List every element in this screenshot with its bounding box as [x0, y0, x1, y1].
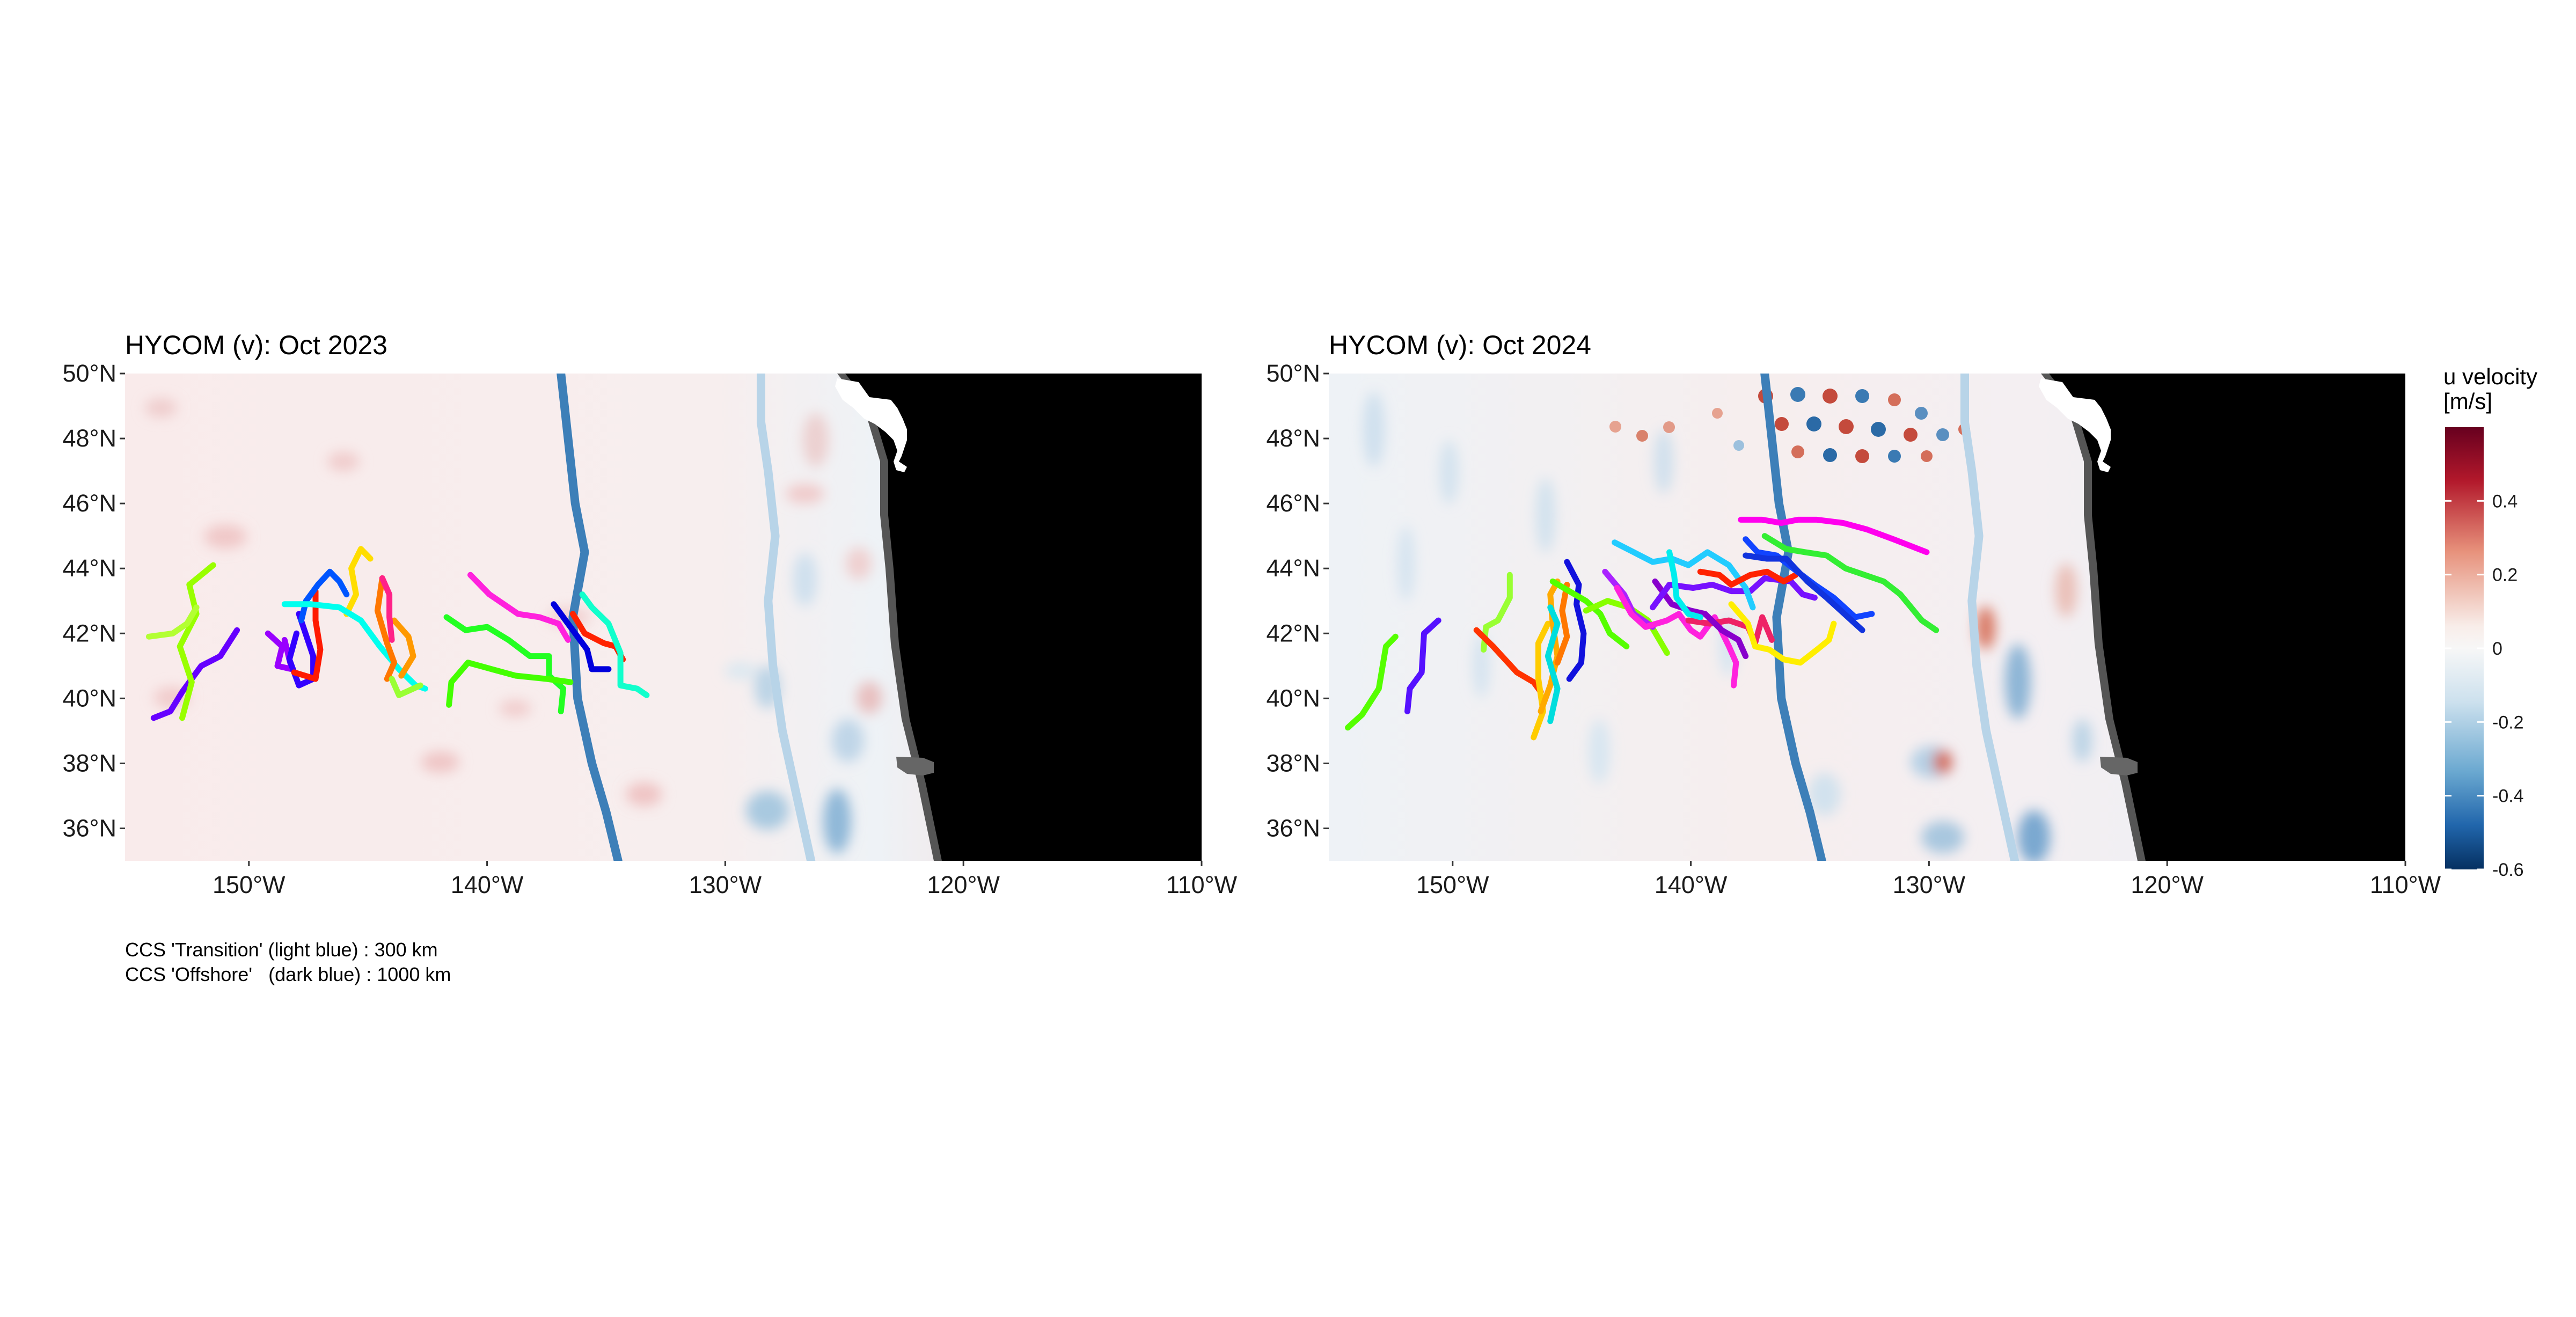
drifter-tracks	[1345, 516, 1940, 741]
x-tick-label: 140°W	[1655, 871, 1728, 898]
drifter-track	[1743, 552, 1865, 633]
map-panel-2023: HYCOM (v): Oct 2023	[62, 330, 1237, 898]
drifter-track	[1614, 585, 1739, 689]
velocity-anomalies	[1363, 392, 2092, 861]
y-tick-label: 42°N	[1266, 619, 1320, 647]
drifter-track	[145, 604, 200, 640]
caption: CCS 'Transition' (light blue) : 300 km C…	[125, 939, 451, 985]
drifter-track	[291, 588, 324, 682]
eddy-cluster	[1609, 387, 1970, 463]
land-islands	[835, 378, 934, 775]
x-tick-label: 120°W	[927, 871, 1000, 898]
colorbar-tick-label: 0.4	[2492, 491, 2518, 511]
y-tick-label: 36°N	[62, 814, 116, 842]
map-panel-2024: HYCOM (v): Oct 2024	[1266, 330, 2441, 898]
drifter-tracks	[145, 546, 650, 721]
y-tick-label: 46°N	[62, 489, 116, 517]
drifter-track	[379, 575, 395, 643]
drifter-track	[391, 617, 416, 679]
y-axis: 36°N 38°N 40°N 42°N 44°N 46°N 48°N 50°N	[62, 360, 125, 842]
x-tick-label: 130°W	[689, 871, 762, 898]
drifter-track	[1728, 601, 1837, 666]
boundary-transition	[757, 374, 816, 861]
y-tick-label: 38°N	[62, 749, 116, 777]
y-tick-label: 36°N	[1266, 814, 1320, 842]
drifter-track	[1531, 620, 1551, 741]
y-tick-label: 46°N	[1266, 489, 1320, 517]
legend-unit: [m/s]	[2443, 389, 2492, 414]
drifter-track	[1545, 604, 1561, 725]
drifter-track	[177, 562, 216, 721]
y-axis: 36°N 38°N 40°N 42°N 44°N 46°N 48°N 50°N	[1266, 360, 1329, 842]
drifter-track	[1761, 533, 1940, 633]
legend-title: u velocity	[2443, 364, 2537, 389]
colorbar-legend: u velocity [m/s] 0.4 0.2 0 -0.2 -0.4 -0.6	[2443, 364, 2537, 880]
drifter-track	[286, 611, 317, 689]
panel-title: HYCOM (v): Oct 2023	[125, 330, 387, 360]
colorbar-tick-label: -0.6	[2492, 860, 2524, 880]
boundary-offshore	[1760, 374, 1826, 861]
y-tick-label: 38°N	[1266, 749, 1320, 777]
panel-title: HYCOM (v): Oct 2024	[1329, 330, 1591, 360]
drifter-track	[389, 676, 423, 698]
drifter-track	[1345, 633, 1399, 731]
drifter-track	[467, 572, 571, 643]
y-tick-label: 44°N	[1266, 554, 1320, 582]
land-islands	[2039, 378, 2138, 775]
x-tick-label: 110°W	[1166, 871, 1238, 898]
drifter-track	[1404, 617, 1441, 714]
drifter-track	[1564, 559, 1587, 682]
boundary-transition	[1960, 374, 2019, 861]
drifter-track	[1666, 549, 1703, 620]
x-axis: 150°W 140°W 130°W 120°W 110°W	[213, 861, 1238, 898]
colorbar-tick-label: -0.4	[2492, 786, 2524, 807]
x-tick-label: 150°W	[213, 871, 286, 898]
drifter-track	[551, 601, 612, 672]
drifter-track	[1738, 516, 1930, 555]
colorbar-tick-label: 0.2	[2492, 565, 2518, 586]
colorbar-tick-label: -0.2	[2492, 712, 2524, 733]
drifter-track	[1554, 582, 1570, 666]
drifter-track	[443, 614, 567, 714]
y-tick-label: 40°N	[1266, 684, 1320, 712]
drifter-track	[446, 660, 574, 708]
y-tick-label: 48°N	[62, 425, 116, 452]
land-mask	[2049, 374, 2405, 861]
note-offshore: CCS 'Offshore' (dark blue) : 1000 km	[125, 963, 451, 985]
drifter-track	[1473, 627, 1544, 695]
drifter-track	[579, 591, 650, 698]
colorbar-ticks: 0.4 0.2 0 -0.2 -0.4 -0.6	[2445, 491, 2524, 880]
x-tick-label: 150°W	[1416, 871, 1489, 898]
drifter-track	[1650, 575, 1818, 611]
drifter-track	[1481, 572, 1513, 653]
land-mask	[845, 374, 1202, 861]
x-tick-label: 110°W	[2370, 871, 2441, 898]
drifter-track	[281, 601, 428, 692]
y-tick-label: 44°N	[62, 554, 116, 582]
y-tick-label: 40°N	[62, 684, 116, 712]
x-tick-label: 140°W	[451, 871, 524, 898]
x-tick-label: 120°W	[2131, 871, 2204, 898]
drifter-track	[374, 575, 397, 682]
y-tick-label: 48°N	[1266, 425, 1320, 452]
x-axis: 150°W 140°W 130°W 120°W 110°W	[1416, 861, 2441, 898]
drifter-track	[1652, 578, 1749, 660]
y-tick-label: 50°N	[1266, 360, 1320, 387]
y-tick-label: 50°N	[62, 360, 116, 387]
x-tick-label: 130°W	[1893, 871, 1966, 898]
drifter-track	[343, 546, 374, 617]
note-transition: CCS 'Transition' (light blue) : 300 km	[125, 939, 438, 961]
drifter-track	[1697, 568, 1799, 588]
y-tick-label: 42°N	[62, 619, 116, 647]
colorbar-tick-label: 0	[2492, 639, 2502, 659]
